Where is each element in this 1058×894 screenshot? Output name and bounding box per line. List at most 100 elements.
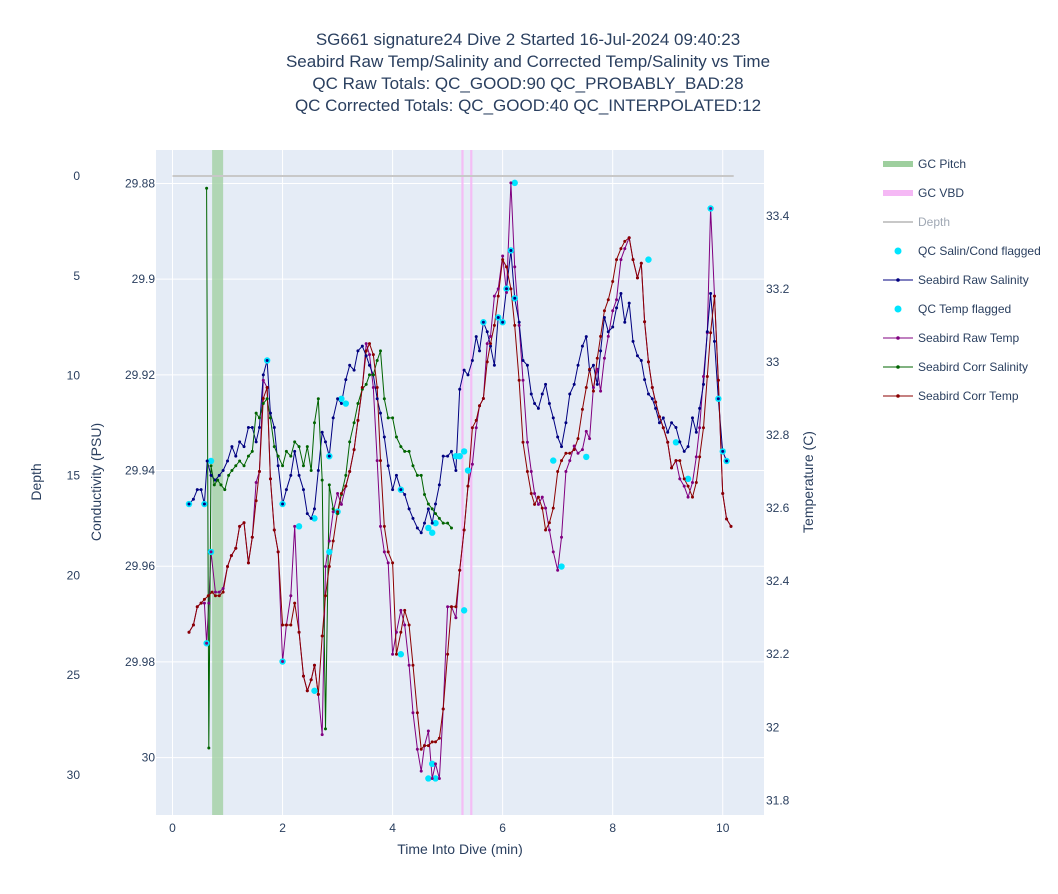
raw-temp-point [576,451,580,455]
raw-temp-point [205,641,209,645]
corr-temp-point [242,521,246,525]
raw-salinity-point [191,497,195,501]
qc-salinity-flag [456,452,463,460]
corr-salinity-point [364,382,368,386]
x-tick-label: 2 [279,821,286,835]
corr-temp-point [323,594,327,598]
qc-salinity-flag [429,529,436,536]
corr-temp-point [386,550,390,554]
raw-temp-point [694,455,698,459]
corr-temp-point [394,652,398,656]
raw-salinity-point [364,354,368,358]
raw-salinity-point [470,359,474,363]
legend-item-gc-vbd[interactable]: GC VBD [883,186,964,200]
raw-temp-point [399,608,403,612]
raw-temp-point [375,459,379,463]
corr-temp-point [210,590,214,594]
corr-temp-point [352,448,356,452]
gc-vbd-band [461,150,464,815]
raw-salinity-point [426,507,430,511]
temperature-axis-title: Temperature (C) [800,431,816,533]
qc-temp-flag [645,256,652,263]
legend-swatch-marker [896,394,900,398]
raw-salinity-point [705,330,709,334]
qc-salinity-flag [425,524,432,532]
raw-temp-point [564,470,568,474]
raw-salinity-point [331,416,335,420]
legend-item-corr-temp[interactable]: Seabird Corr Temp [883,389,1019,403]
x-tick-label: 0 [169,821,176,835]
raw-salinity-point [348,363,352,367]
raw-temp-point [407,663,411,667]
legend-label: Seabird Raw Salinity [918,273,1029,287]
raw-temp-point [517,323,521,327]
corr-temp-point [682,477,686,481]
raw-salinity-point [360,344,364,348]
legend-item-qc-salinity-flagged[interactable]: QC Salin/Cond flagged [894,244,1041,258]
corr-temp-point [606,298,610,302]
raw-salinity-point [674,425,678,429]
raw-salinity-point [489,344,493,348]
raw-salinity-point [631,339,635,343]
corr-temp-point [344,484,348,488]
corr-salinity-point [331,507,335,511]
corr-salinity-point [207,746,211,750]
legend-label: GC Pitch [918,157,966,171]
legend-label: QC Temp flagged [918,302,1011,316]
raw-salinity-point [496,315,500,319]
raw-salinity-point [246,425,250,429]
corr-salinity-point [234,464,238,468]
raw-temp-point [454,616,458,620]
raw-salinity-point [540,392,544,396]
raw-salinity-point [686,445,690,449]
depth-tick-label: 0 [73,169,80,183]
corr-temp-point [446,652,450,656]
raw-salinity-point [643,378,647,382]
raw-temp-point [595,367,599,371]
qc-temp-flag [425,775,432,782]
corr-temp-point [462,528,466,532]
raw-temp-point [293,524,297,528]
corr-temp-point [316,692,320,696]
corr-temp-point [529,491,533,495]
corr-salinity-point [367,373,371,377]
legend-item-corr-salinity[interactable]: Seabird Corr Salinity [883,360,1028,374]
raw-salinity-point [547,402,551,406]
x-tick-label: 6 [499,821,506,835]
raw-salinity-point [221,469,225,473]
raw-salinity-point [316,469,320,473]
corr-temp-point [265,386,269,389]
raw-temp-point [686,495,690,499]
qc-temp-flag [429,760,436,768]
qc-temp-flag [326,548,333,556]
raw-temp-point [540,495,544,499]
raw-temp-point [386,561,390,565]
x-tick-label: 4 [389,821,396,835]
legend-item-gc-pitch[interactable]: GC Pitch [883,157,966,171]
legend-item-raw-salinity[interactable]: Seabird Raw Salinity [883,273,1029,287]
raw-salinity-point [670,421,674,425]
raw-salinity-point [293,449,297,453]
corr-salinity-point [268,416,272,420]
raw-salinity-point [309,516,313,520]
corr-salinity-point [250,449,254,453]
corr-temp-point [572,448,576,452]
legend-label: GC VBD [918,186,964,200]
temperature-tick-label: 31.8 [766,793,790,807]
corr-temp-point [234,546,238,550]
corr-temp-point [226,565,230,569]
corr-temp-point [716,378,720,382]
legend-item-depth[interactable]: Depth [883,215,950,229]
raw-salinity-point [289,473,293,477]
conductivity-tick-label: 29.88 [125,176,155,190]
corr-temp-point [694,481,698,484]
legend-item-qc-temp-flagged[interactable]: QC Temp flagged [894,302,1012,316]
raw-temp-point [336,491,340,495]
legend-item-raw-temp[interactable]: Seabird Raw Temp [883,331,1019,345]
raw-temp-point [289,594,293,598]
corr-salinity-point [293,440,297,444]
plot-area[interactable] [156,150,764,815]
corr-temp-point [709,331,713,335]
corr-temp-point [564,451,568,455]
corr-temp-point [221,590,225,594]
